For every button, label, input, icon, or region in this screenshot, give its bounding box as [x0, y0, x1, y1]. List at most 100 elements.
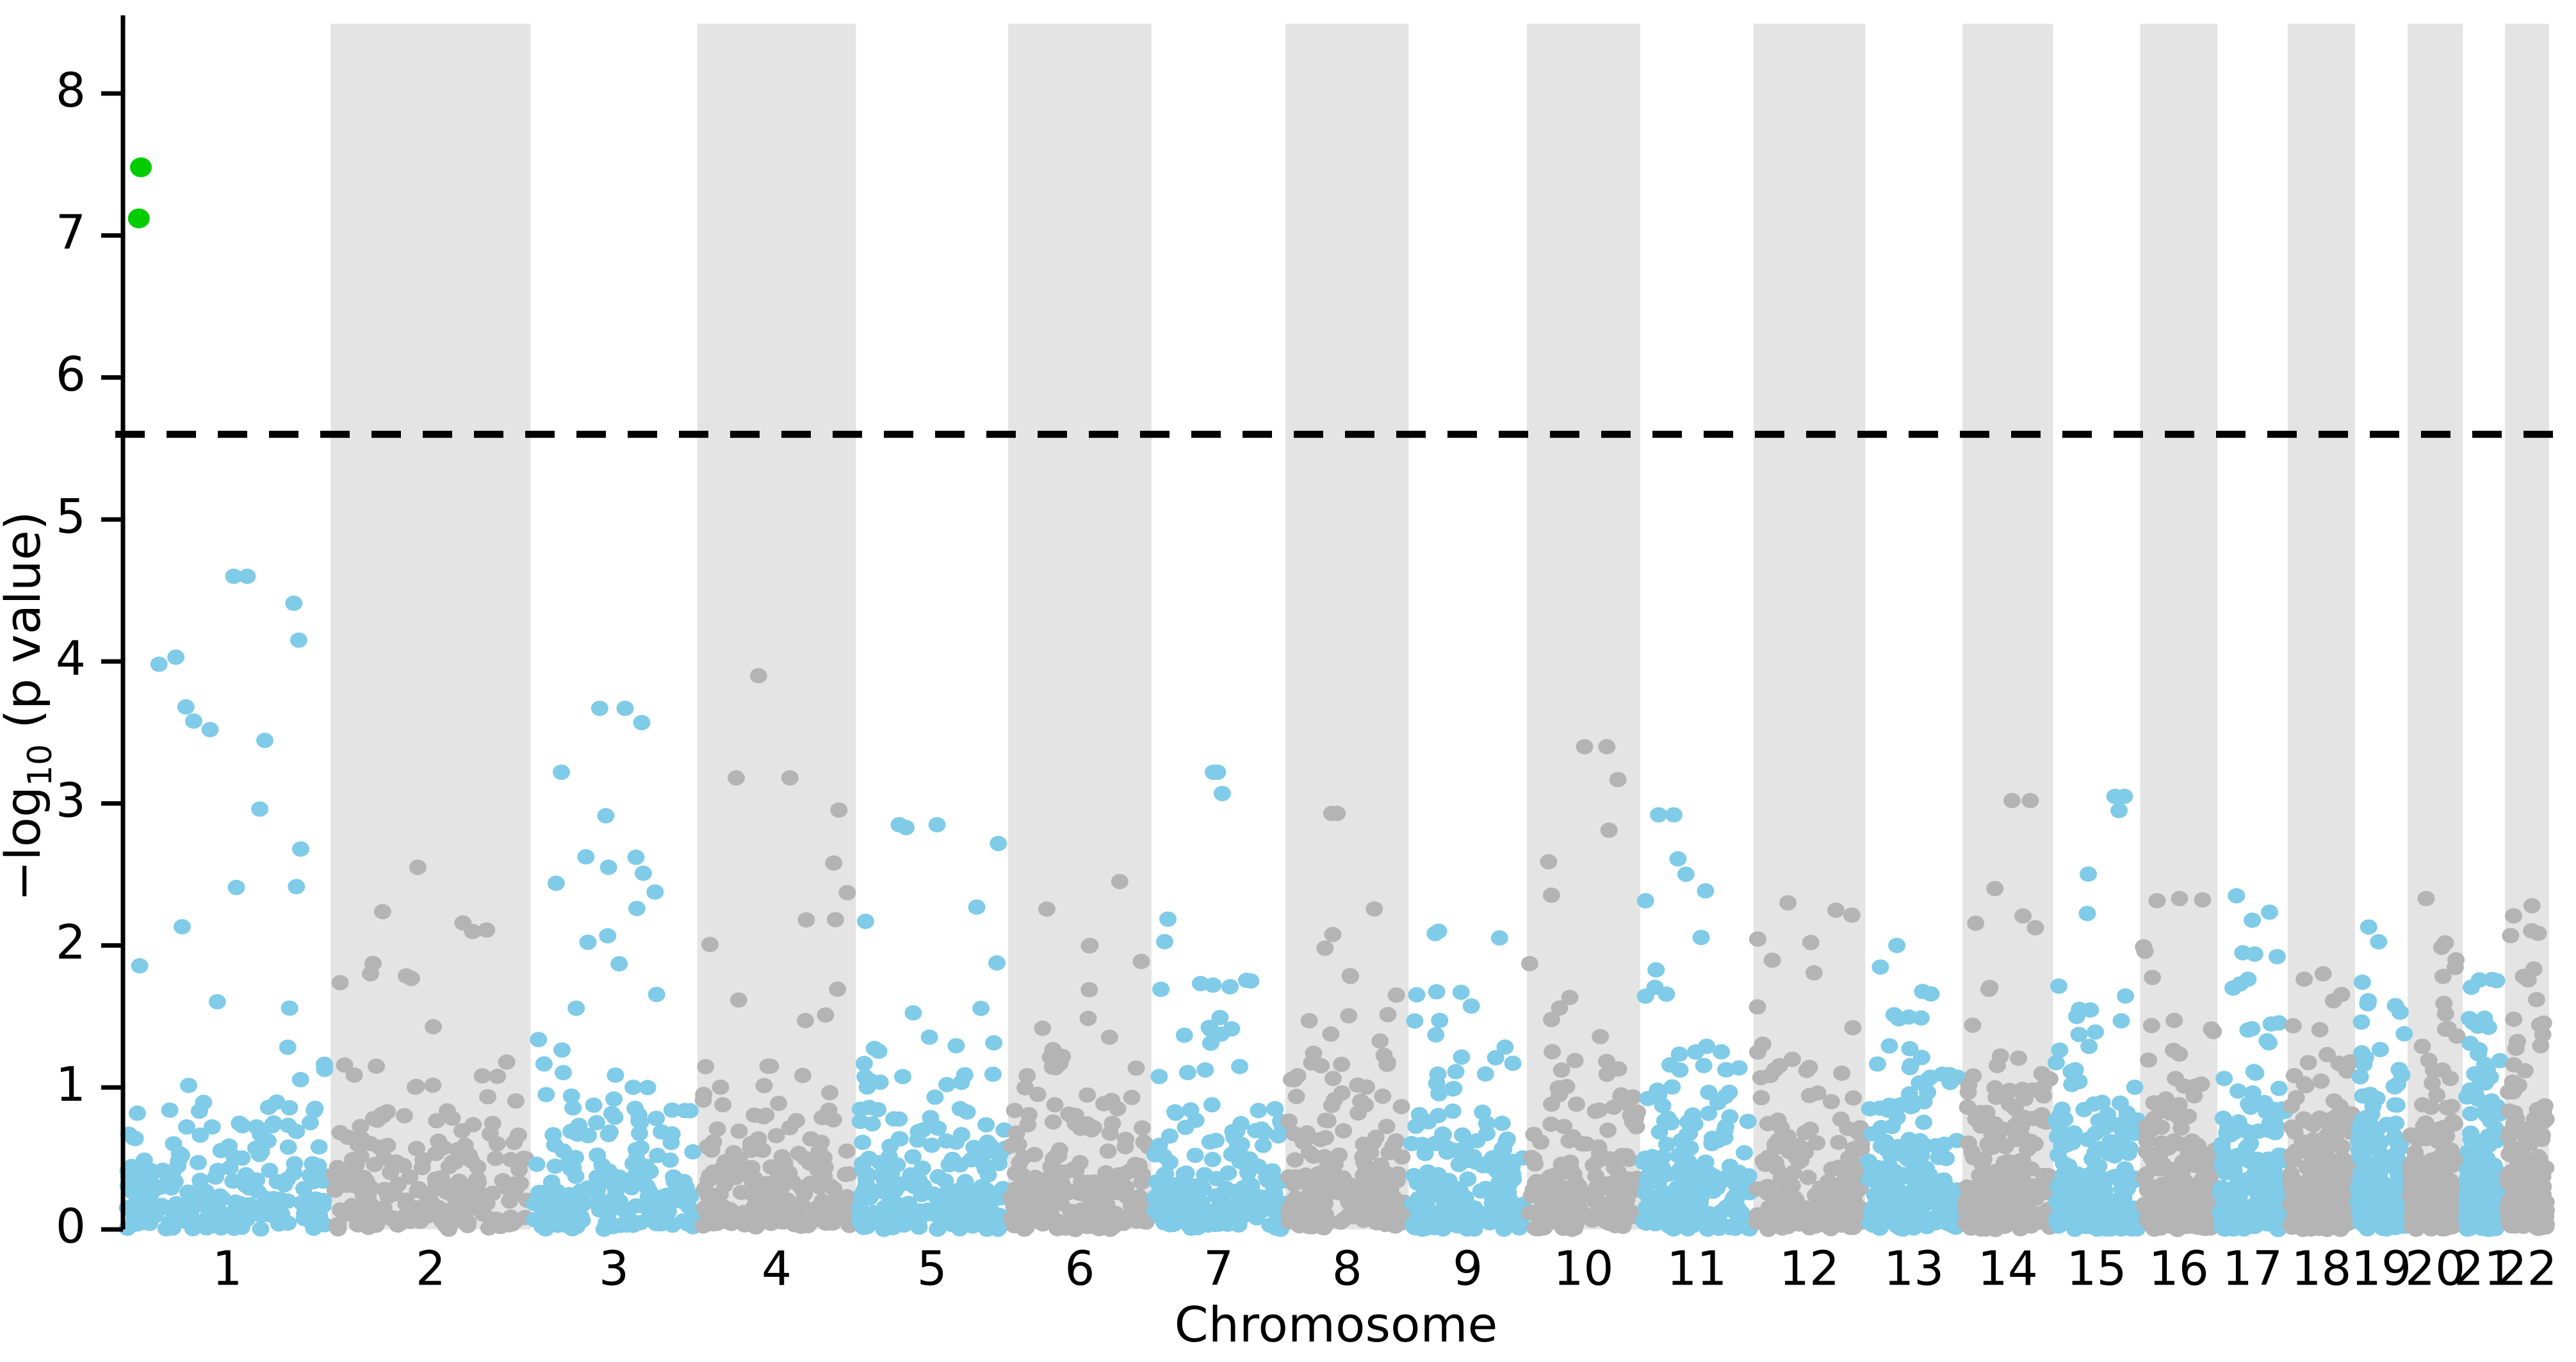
snp-point	[1651, 1124, 1668, 1140]
snp-point	[2317, 1203, 2335, 1219]
snp-point	[824, 1207, 842, 1222]
snp-point	[2109, 1203, 2127, 1219]
snp-point	[2434, 1137, 2452, 1153]
snp-point	[479, 1089, 497, 1105]
snp-point	[2261, 904, 2278, 920]
snp-point	[397, 968, 415, 984]
snp-point	[876, 1174, 893, 1190]
x-tick-label-chr20: 20	[2405, 1241, 2465, 1296]
snp-point	[1319, 1113, 1337, 1129]
snp-point	[2330, 1218, 2347, 1234]
snp-point	[825, 855, 843, 871]
snp-point	[1922, 1172, 1939, 1188]
snp-point	[129, 1105, 146, 1121]
snp-point	[716, 1177, 734, 1193]
x-tick-label-chr19: 19	[2351, 1241, 2411, 1296]
snp-point	[1067, 1107, 1084, 1123]
snp-point	[279, 1193, 297, 1209]
snp-point	[1387, 987, 1405, 1003]
snp-point	[2137, 1144, 2155, 1159]
snp-point	[985, 1035, 1003, 1051]
snp-point	[2529, 1101, 2547, 1117]
snp-point	[588, 1115, 606, 1131]
snp-point	[1795, 1206, 1813, 1222]
snp-point	[1317, 1130, 1335, 1146]
snp-point	[1827, 902, 1845, 918]
snp-point	[2519, 972, 2537, 988]
snp-point	[1389, 1166, 1407, 1182]
snp-point	[2241, 1154, 2259, 1170]
snp-point	[2138, 1199, 2156, 1215]
snp-point	[1880, 1193, 1898, 1209]
snp-point	[1979, 1136, 1997, 1152]
snp-point	[1914, 984, 1932, 1000]
snp-point	[1412, 1176, 1430, 1192]
snp-point	[885, 1111, 902, 1127]
snp-point	[1300, 1013, 1318, 1028]
snp-point	[1387, 1133, 1405, 1149]
snp-point	[2363, 1206, 2381, 1222]
snp-point	[1490, 930, 1508, 946]
snp-point	[2231, 976, 2249, 992]
snp-point	[2436, 935, 2454, 951]
snp-point	[1207, 1133, 1225, 1149]
snp-point	[1152, 1209, 1169, 1225]
snp-point	[894, 1069, 911, 1085]
snp-point	[840, 1166, 858, 1182]
snp-point	[473, 1068, 491, 1084]
snp-point	[2026, 920, 2044, 936]
snp-point	[367, 1217, 385, 1233]
snp-point	[641, 1163, 659, 1180]
snp-peak-point	[1650, 807, 1668, 823]
snp-point	[2241, 1216, 2259, 1232]
snp-point	[2420, 1157, 2438, 1172]
snp-point	[1433, 1188, 1451, 1204]
snp-peak-point	[1209, 765, 1227, 780]
snp-point	[502, 1151, 520, 1167]
snp-point	[808, 1200, 826, 1216]
snp-point	[2402, 1127, 2420, 1143]
snp-point	[1006, 1218, 1023, 1234]
snp-point	[1700, 1105, 1718, 1121]
snp-point	[1822, 1220, 1840, 1236]
snp-point	[1752, 1070, 1770, 1085]
snp-point	[2150, 1160, 2168, 1176]
snp-point	[797, 912, 815, 928]
snp-point	[443, 1110, 461, 1126]
snp-point	[1822, 1094, 1840, 1110]
snp-point	[1408, 987, 1426, 1003]
snp-point	[2142, 1216, 2160, 1232]
snp-point	[2507, 1144, 2525, 1160]
snp-peak-point	[1111, 873, 1129, 889]
snp-peak-point	[177, 699, 195, 715]
snp-point	[1029, 1087, 1047, 1102]
snp-point	[2527, 1151, 2545, 1167]
snp-point	[2243, 1021, 2261, 1037]
snp-point	[2086, 1145, 2104, 1160]
snp-point	[1225, 1130, 1243, 1146]
snp-point	[1388, 1214, 1406, 1230]
snp-point	[1031, 1210, 1048, 1226]
snp-point	[1333, 1057, 1351, 1073]
snp-point	[1034, 1020, 1052, 1036]
snp-peak-point	[1430, 923, 1447, 939]
snp-point	[905, 1178, 923, 1194]
snp-point	[1453, 1049, 1471, 1065]
snp-peak-point	[1779, 895, 1797, 911]
snp-point	[904, 1005, 922, 1021]
snp-point	[1880, 1213, 1898, 1229]
snp-peak-point	[1598, 739, 1616, 755]
snp-point	[209, 1162, 227, 1178]
snp-point	[770, 1167, 787, 1183]
snp-point	[1476, 1066, 1494, 1082]
snp-point	[358, 1206, 376, 1222]
snp-point	[770, 1096, 788, 1112]
snp-point	[617, 1217, 635, 1233]
snp-point	[2402, 1159, 2420, 1175]
snp-point	[375, 1181, 393, 1197]
snp-point	[829, 981, 847, 997]
snp-point	[227, 879, 245, 895]
snp-point	[2093, 1094, 2111, 1110]
snp-point	[753, 1215, 770, 1231]
snp-peak-point	[616, 701, 634, 717]
